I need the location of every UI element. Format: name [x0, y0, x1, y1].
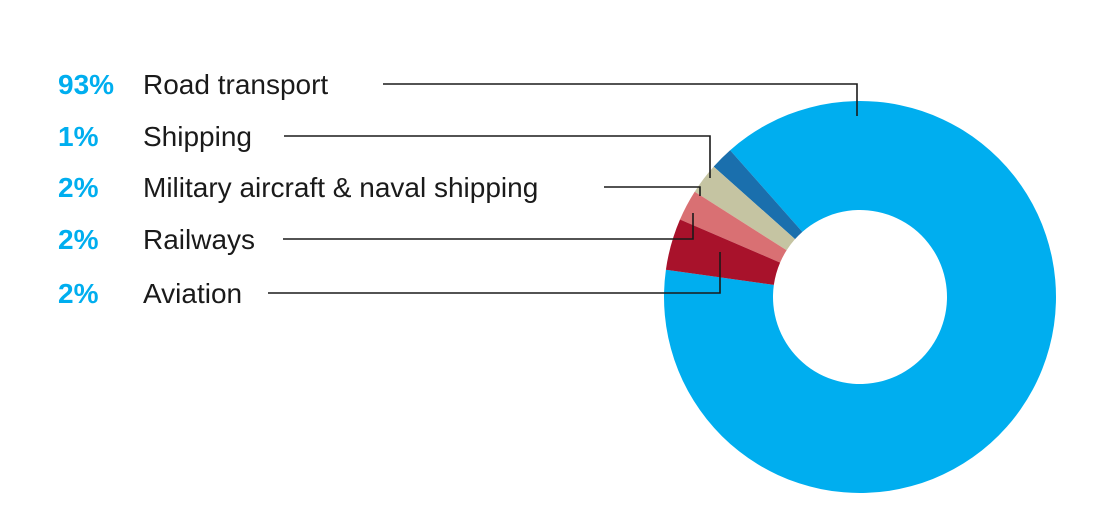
category-label-aviation: Aviation [143, 278, 242, 309]
leader-line-road-transport [383, 83, 858, 116]
category-label-military-aircraft-naval-shipping: Military aircraft & naval shipping [143, 172, 538, 203]
slice-aviation [665, 219, 781, 285]
leader-line-military-aircraft-naval-shipping [604, 186, 701, 196]
leader-lines [268, 83, 858, 294]
leader-line-railways [283, 213, 694, 240]
slice-labels: 93% Road transport 1% Shipping 2% Military ai… [58, 69, 538, 309]
slice-railways [679, 191, 787, 263]
slice-road-transport [663, 100, 1056, 493]
donut-slices [663, 100, 1056, 493]
leader-line-shipping [284, 135, 711, 178]
value-label-military-aircraft-naval-shipping: 2% [58, 172, 99, 203]
slice-military-aircraft-naval-shipping [694, 166, 796, 251]
category-label-road-transport: Road transport [143, 69, 328, 100]
slice-shipping [713, 150, 803, 240]
value-label-railways: 2% [58, 224, 99, 255]
category-label-shipping: Shipping [143, 121, 252, 152]
value-label-road-transport: 93% [58, 69, 114, 100]
leader-line-aviation [268, 252, 721, 294]
value-label-shipping: 1% [58, 121, 99, 152]
value-label-aviation: 2% [58, 278, 99, 309]
category-label-railways: Railways [143, 224, 255, 255]
